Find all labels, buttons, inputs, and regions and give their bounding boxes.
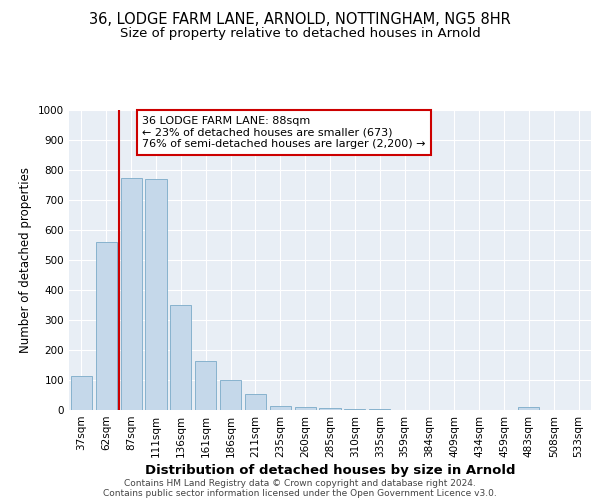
Bar [270,406,291,410]
Bar [518,407,539,410]
X-axis label: Distribution of detached houses by size in Arnold: Distribution of detached houses by size … [145,464,515,477]
Bar [121,178,142,410]
Bar [245,394,266,410]
Text: Size of property relative to detached houses in Arnold: Size of property relative to detached ho… [119,28,481,40]
Text: 36 LODGE FARM LANE: 88sqm
← 23% of detached houses are smaller (673)
76% of semi: 36 LODGE FARM LANE: 88sqm ← 23% of detac… [142,116,425,149]
Bar [220,380,241,410]
Bar [96,242,117,410]
Bar [170,305,191,410]
Text: 36, LODGE FARM LANE, ARNOLD, NOTTINGHAM, NG5 8HR: 36, LODGE FARM LANE, ARNOLD, NOTTINGHAM,… [89,12,511,28]
Bar [145,179,167,410]
Bar [295,407,316,410]
Bar [344,408,365,410]
Text: Contains HM Land Registry data © Crown copyright and database right 2024.: Contains HM Land Registry data © Crown c… [124,478,476,488]
Text: Contains public sector information licensed under the Open Government Licence v3: Contains public sector information licen… [103,488,497,498]
Y-axis label: Number of detached properties: Number of detached properties [19,167,32,353]
Bar [319,408,341,410]
Bar [71,376,92,410]
Bar [195,360,216,410]
Bar [369,409,390,410]
